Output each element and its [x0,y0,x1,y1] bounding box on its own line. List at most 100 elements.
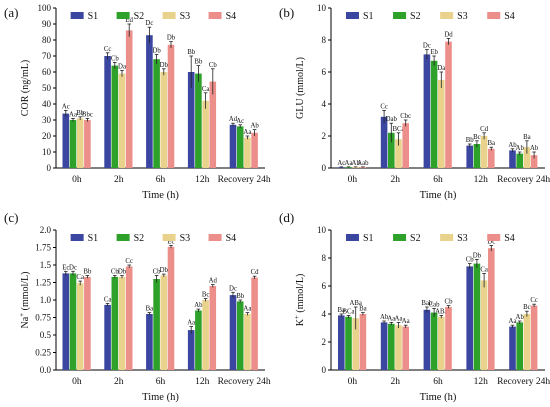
bar-s2 [388,323,395,370]
y-tick-label: 10 [42,147,52,157]
bar-s3 [480,136,488,168]
legend-swatch-s1 [70,234,84,241]
bar-s3 [395,325,402,370]
significance-label: Bb [236,293,245,300]
significance-label: Cd [480,126,489,133]
x-tick-label: 2h [390,175,400,185]
significance-label: Cc [530,297,538,304]
bar-s1 [466,266,473,370]
bar-s2 [195,73,202,168]
bar-s3 [202,300,209,370]
bar-s1 [146,35,153,169]
significance-label: Ba [523,134,531,141]
legend-swatch-s4 [487,234,501,241]
bar-s1 [229,124,237,168]
y-tick-label: 20 [42,131,52,141]
significance-label: Ca [104,297,112,304]
significance-label: Ca [202,86,210,93]
bar-s4 [209,286,217,370]
bar-s4 [530,305,538,370]
significance-label: Aa [243,306,251,313]
x-tick-label: 2h [114,175,124,185]
significance-label: Db [118,269,127,276]
bar-s1 [380,322,388,370]
significance-label: Dab [386,116,398,123]
bar-s4 [445,307,452,370]
legend-swatch-s2 [116,234,130,241]
x-tick-label: 12h [474,377,489,387]
legend-label: S2 [410,11,421,22]
bar-s1 [423,309,431,370]
bar-s1 [187,330,195,370]
panel-label: (a) [4,5,18,20]
significance-label: Aa [395,315,403,322]
bar-s1 [509,326,516,370]
y-tick-label: 6 [322,67,327,77]
bar-s3 [76,283,84,370]
bar-s1 [62,273,70,370]
x-tick-label: 6h [156,377,166,387]
y-tick-label: 0 [47,163,52,173]
significance-label: Ab [380,314,389,321]
significance-label: Aa [187,320,195,327]
significance-label: Dc [423,43,431,50]
y-tick-label: 0 [322,365,327,375]
y-axis-label-charge: + [18,313,26,317]
significance-label: Ec [167,238,174,245]
bar-s1 [187,72,195,168]
legend-label: S1 [363,233,374,244]
bar-s1 [509,150,516,168]
significance-label: Dd [444,31,453,38]
bar-s4 [402,123,409,168]
bar-s4 [167,44,175,168]
legend-label: S4 [504,11,515,22]
significance-label: Bb [194,59,203,66]
legend-swatch-s3 [162,234,176,241]
bar-s2 [153,279,160,370]
significance-label: Ba [359,306,367,313]
legend-label: S3 [180,11,191,22]
y-axis-label: K+ (mmol/L) [293,274,306,327]
bar-s4 [359,314,367,370]
bar-s2 [236,126,244,168]
significance-label: Cc [125,258,133,265]
panel-label: (c) [4,210,18,225]
x-tick-label: 6h [433,175,443,185]
significance-label: Db [160,267,169,274]
legend-swatch-s1 [345,12,359,19]
bar-s3 [438,80,445,168]
legend-label: S4 [226,233,237,244]
legend-swatch-s3 [162,12,176,19]
bar-s2 [516,322,523,370]
bar-s2 [345,167,352,168]
y-tick-label: 2 [322,337,327,347]
x-tick-label: 12h [195,377,210,387]
legend-label: S4 [226,11,237,22]
significance-label: Eb [430,49,438,56]
x-tick-label: 2h [390,377,400,387]
y-tick-label: 0.25 [35,348,51,358]
significance-label: Bc [202,292,210,299]
legend-swatch-s2 [393,12,407,19]
y-tick-label: 1.5 [40,260,52,270]
legend-swatch-s2 [116,12,130,19]
y-tick-label: 50 [42,83,52,93]
significance-label: Ab [194,302,203,309]
bar-s4 [167,246,175,370]
bar-s3 [118,73,126,168]
legend-swatch-s2 [393,234,407,241]
significance-label: Bb [83,269,92,276]
panel-label: (d) [279,210,294,225]
bar-s1 [338,315,345,370]
significance-label: Aa [402,318,410,325]
significance-label: Ab [530,145,539,152]
y-axis-label-charge: + [293,315,301,319]
bar-s2 [345,316,352,370]
legend-label: S3 [180,233,191,244]
y-tick-label: 0.75 [35,313,51,323]
x-tick-label: 0h [348,377,358,387]
y-tick-label: 1.25 [35,278,51,288]
x-tick-label: Recovery 24h [218,377,271,387]
bar-s4 [359,167,367,168]
